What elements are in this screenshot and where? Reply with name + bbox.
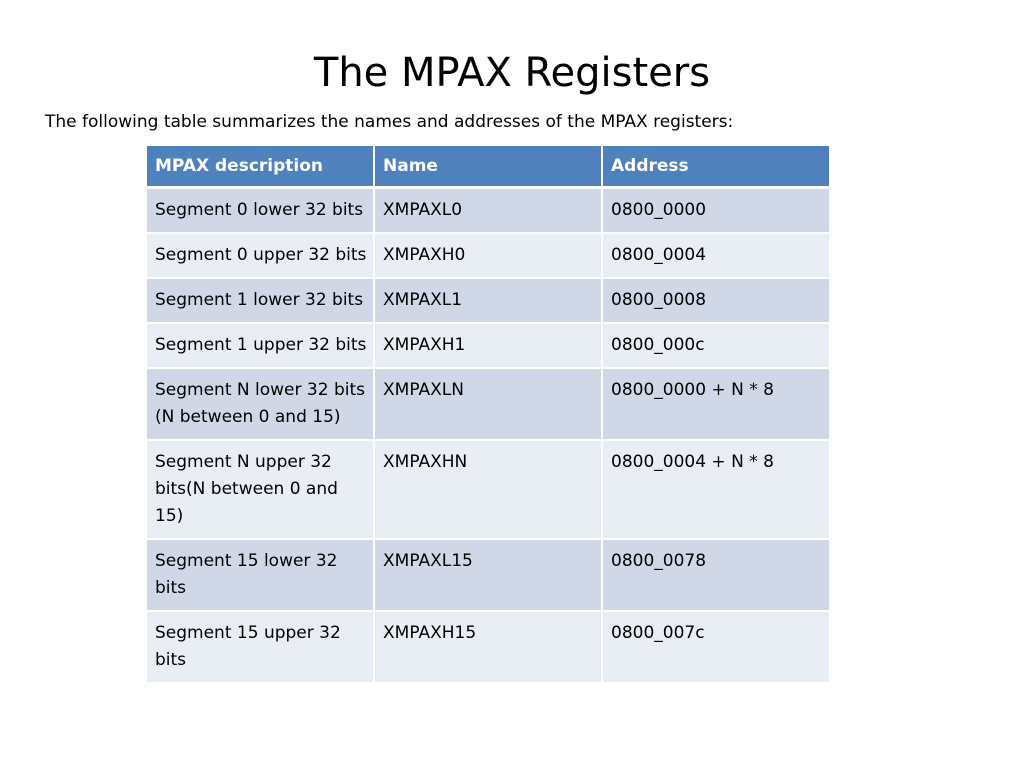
header-name: Name <box>373 144 603 189</box>
cell-address: 0800_0000 <box>601 186 831 234</box>
cell-description: Segment 15 upper 32 bits <box>145 610 375 684</box>
cell-address: 0800_0004 + N * 8 <box>601 439 831 540</box>
cell-description: Segment 15 lower 32 bits <box>145 538 375 612</box>
table-row: Segment 0 upper 32 bits XMPAXH0 0800_000… <box>145 232 831 279</box>
table-row: Segment 1 upper 32 bits XMPAXH1 0800_000… <box>145 322 831 369</box>
cell-name: XMPAXH0 <box>373 232 603 279</box>
cell-description: Segment N upper 32 bits(N between 0 and … <box>145 439 375 540</box>
table-row: Segment 15 lower 32 bits XMPAXL15 0800_0… <box>145 538 831 612</box>
cell-description: Segment N lower 32 bits (N between 0 and… <box>145 367 375 441</box>
table-row: Segment 15 upper 32 bits XMPAXH15 0800_0… <box>145 610 831 684</box>
cell-address: 0800_0000 + N * 8 <box>601 367 831 441</box>
cell-description: Segment 0 upper 32 bits <box>145 232 375 279</box>
cell-name: XMPAXL0 <box>373 186 603 234</box>
cell-address: 0800_007c <box>601 610 831 684</box>
table-row: Segment 1 lower 32 bits XMPAXL1 0800_000… <box>145 277 831 324</box>
header-description: MPAX description <box>145 144 375 189</box>
intro-text: The following table summarizes the names… <box>45 112 734 132</box>
cell-address: 0800_0004 <box>601 232 831 279</box>
slide-title: The MPAX Registers <box>313 50 711 96</box>
cell-name: XMPAXL1 <box>373 277 603 324</box>
mpax-register-table: MPAX description Name Address Segment 0 … <box>145 144 831 684</box>
table-header-row: MPAX description Name Address <box>145 144 831 189</box>
cell-name: XMPAXLN <box>373 367 603 441</box>
cell-name: XMPAXH1 <box>373 322 603 369</box>
header-address: Address <box>601 144 831 189</box>
cell-address: 0800_0078 <box>601 538 831 612</box>
cell-address: 0800_0008 <box>601 277 831 324</box>
cell-description: Segment 1 upper 32 bits <box>145 322 375 369</box>
cell-description: Segment 1 lower 32 bits <box>145 277 375 324</box>
cell-address: 0800_000c <box>601 322 831 369</box>
cell-description: Segment 0 lower 32 bits <box>145 186 375 234</box>
table-row: Segment N lower 32 bits (N between 0 and… <box>145 367 831 441</box>
table-row: Segment N upper 32 bits(N between 0 and … <box>145 439 831 540</box>
cell-name: XMPAXL15 <box>373 538 603 612</box>
cell-name: XMPAXH15 <box>373 610 603 684</box>
cell-name: XMPAXHN <box>373 439 603 540</box>
table-row: Segment 0 lower 32 bits XMPAXL0 0800_000… <box>145 186 831 234</box>
